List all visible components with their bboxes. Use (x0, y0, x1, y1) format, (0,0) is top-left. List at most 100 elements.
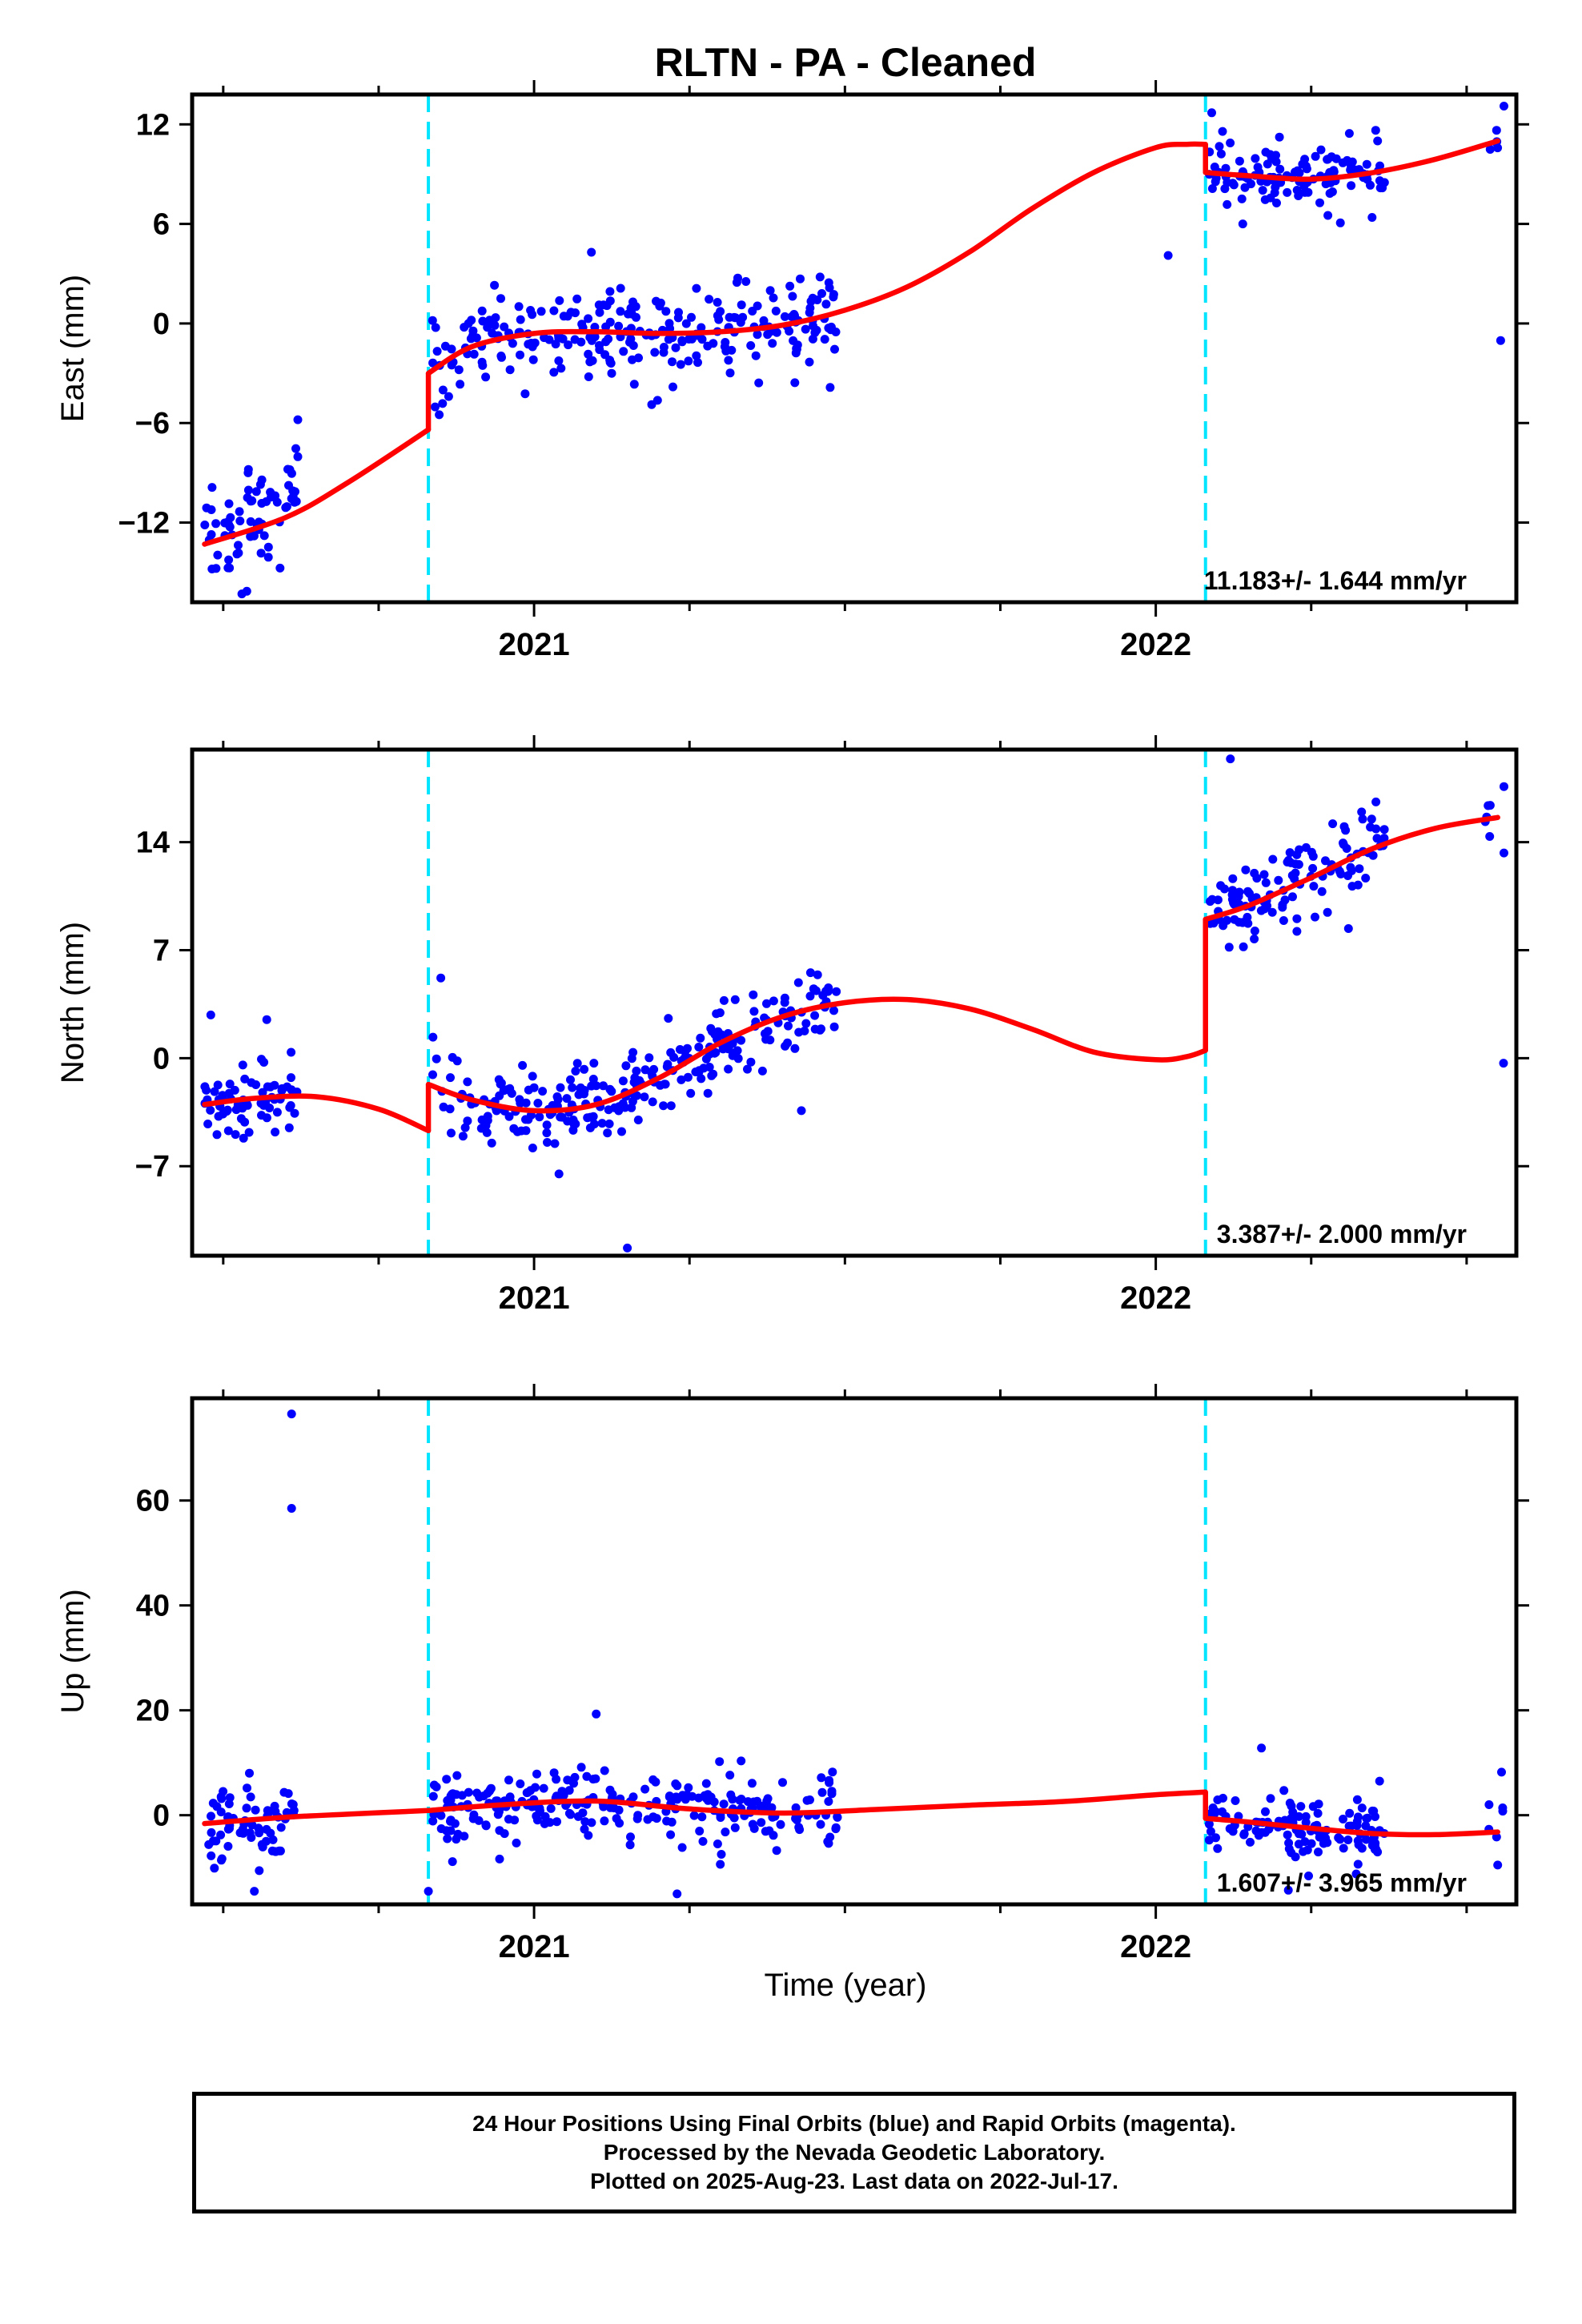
north-data-point-323 (607, 1087, 616, 1096)
east-y-axis-label: East (mm) (55, 275, 90, 422)
up-ytick-label-3: 0 (153, 1799, 170, 1833)
up-data-point-457 (287, 1504, 296, 1513)
up-data-point-434 (1246, 1837, 1255, 1847)
north-data-point-145 (769, 996, 778, 1006)
east-data-point-57 (235, 507, 244, 517)
up-data-point-328 (436, 1824, 446, 1833)
north-model-segment-0 (202, 1093, 432, 1134)
east-data-point-199 (505, 365, 515, 375)
east-model-segment-0 (202, 427, 432, 547)
north-data-point-433 (1347, 866, 1356, 875)
east-data-point-81 (536, 307, 546, 316)
east-data-point-182 (647, 400, 656, 409)
up-data-point-132 (546, 1803, 556, 1813)
up-data-point-239 (472, 1788, 482, 1798)
up-data-point-35 (275, 1846, 284, 1856)
north-data-point-136 (632, 1066, 641, 1076)
up-data-point-309 (448, 1789, 458, 1799)
east-data-point-53 (290, 497, 299, 507)
up-data-point-30 (210, 1864, 219, 1873)
east-data-point-311 (825, 383, 835, 392)
north-data-point-314 (648, 1097, 657, 1107)
east-data-point-310 (808, 334, 817, 344)
north-data-point-422 (1238, 918, 1247, 927)
north-data-point-114 (618, 1076, 628, 1086)
east-data-point-135 (467, 316, 476, 325)
up-data-point-26 (245, 1768, 254, 1778)
east-data-point-390 (1226, 139, 1235, 147)
north-data-point-178 (794, 1027, 804, 1037)
up-data-point-262 (778, 1778, 787, 1787)
up-data-point-404 (1211, 1833, 1220, 1843)
up-data-point-174 (626, 1832, 635, 1842)
up-data-point-282 (763, 1794, 773, 1803)
north-ytick-label-3: −7 (135, 1150, 170, 1184)
east-data-point-458 (243, 468, 253, 477)
up-data-point-165 (716, 1813, 725, 1822)
north-data-point-14 (206, 1105, 215, 1115)
east-data-point-64 (226, 513, 235, 522)
north-data-point-257 (743, 1064, 752, 1074)
north-data-point-435 (1292, 927, 1302, 936)
up-data-point-242 (725, 1771, 735, 1780)
north-data-point-188 (603, 1128, 612, 1138)
up-data-point-249 (769, 1831, 778, 1840)
north-data-point-424 (1224, 943, 1234, 952)
east-data-point-187 (769, 293, 778, 303)
north-data-point-369 (1285, 848, 1295, 858)
north-data-point-215 (599, 1081, 608, 1091)
north-data-point-454 (1485, 801, 1495, 810)
north-data-point-173 (829, 1006, 838, 1015)
up-data-point-290 (495, 1826, 504, 1835)
footer-line-orbits: 24 Hour Positions Using Final Orbits (bl… (472, 2111, 1236, 2136)
east-data-point-456 (293, 415, 303, 424)
east-data-point-106 (771, 306, 781, 316)
up-data-point-73 (516, 1779, 525, 1788)
north-data-point-60 (257, 1055, 266, 1064)
east-xtick-label-0: 2021 (499, 627, 570, 662)
up-data-point-48 (246, 1792, 255, 1802)
up-data-point-180 (828, 1767, 837, 1777)
north-data-point-288 (712, 1009, 721, 1019)
up-data-point-292 (428, 1791, 438, 1801)
north-data-point-346 (1308, 863, 1318, 873)
east-data-point-63 (223, 563, 233, 573)
east-data-point-454 (1485, 145, 1495, 154)
east-ytick-label-2: 0 (153, 308, 170, 341)
east-data-point-367 (1331, 154, 1341, 163)
east-plot-frame (190, 92, 1519, 605)
east-data-point-124 (483, 323, 492, 332)
north-data-point-352 (1361, 874, 1371, 883)
east-data-point-156 (677, 336, 687, 345)
north-data-point-437 (1227, 895, 1237, 904)
east-data-point-412 (1371, 126, 1380, 135)
east-data-point-205 (602, 301, 612, 311)
up-data-point-116 (721, 1827, 730, 1837)
east-data-point-396 (1311, 151, 1320, 161)
east-data-point-109 (490, 280, 500, 290)
up-data-point-351 (1314, 1848, 1323, 1857)
north-y-axis-label: North (mm) (55, 922, 90, 1084)
up-data-point-127 (504, 1775, 513, 1785)
up-data-point-29 (287, 1799, 296, 1808)
north-data-point-440 (1341, 826, 1351, 835)
east-data-point-307 (625, 337, 634, 347)
up-data-point-236 (648, 1775, 658, 1784)
east-data-point-360 (1223, 199, 1232, 209)
north-data-point-385 (1328, 819, 1338, 829)
north-data-point-52 (251, 1080, 261, 1089)
north-data-point-302 (644, 1053, 654, 1063)
up-model-segment-2 (1203, 1815, 1500, 1838)
east-data-point-309 (748, 307, 757, 316)
east-data-point-262 (428, 358, 438, 368)
up-data-point-387 (1296, 1802, 1306, 1811)
east-data-point-252 (697, 323, 706, 332)
east-data-point-145 (431, 402, 440, 412)
east-data-point-59 (224, 555, 234, 565)
north-data-point-186 (805, 991, 815, 1001)
east-data-point-202 (444, 392, 453, 401)
east-data-point-241 (703, 341, 713, 351)
east-xtick-label-1: 2022 (1120, 627, 1191, 662)
north-data-point-209 (566, 1075, 575, 1084)
east-data-point-322 (540, 333, 549, 343)
